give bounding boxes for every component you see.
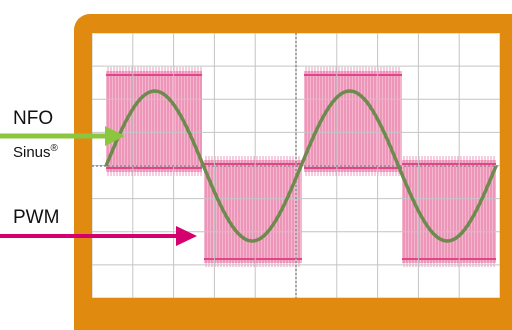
nfo-label: NFO — [13, 108, 53, 130]
registered-mark: ® — [50, 143, 58, 154]
pwm-arrow-head — [176, 226, 197, 246]
pwm-arrow — [0, 226, 197, 246]
sinus-label: Sinus® — [13, 143, 58, 161]
sine-wave — [104, 89, 498, 243]
sinus-label-text: Sinus — [13, 144, 51, 161]
waveform-plot — [92, 33, 500, 298]
nfo-arrow-head — [105, 126, 125, 146]
oscilloscope-screen — [92, 33, 500, 298]
pwm-label: PWM — [13, 207, 59, 229]
pwm-block-2 — [204, 160, 302, 263]
pwm-label-text: PWM — [13, 207, 60, 228]
nfo-arrow — [0, 126, 125, 146]
nfo-label-text: NFO — [13, 108, 54, 129]
